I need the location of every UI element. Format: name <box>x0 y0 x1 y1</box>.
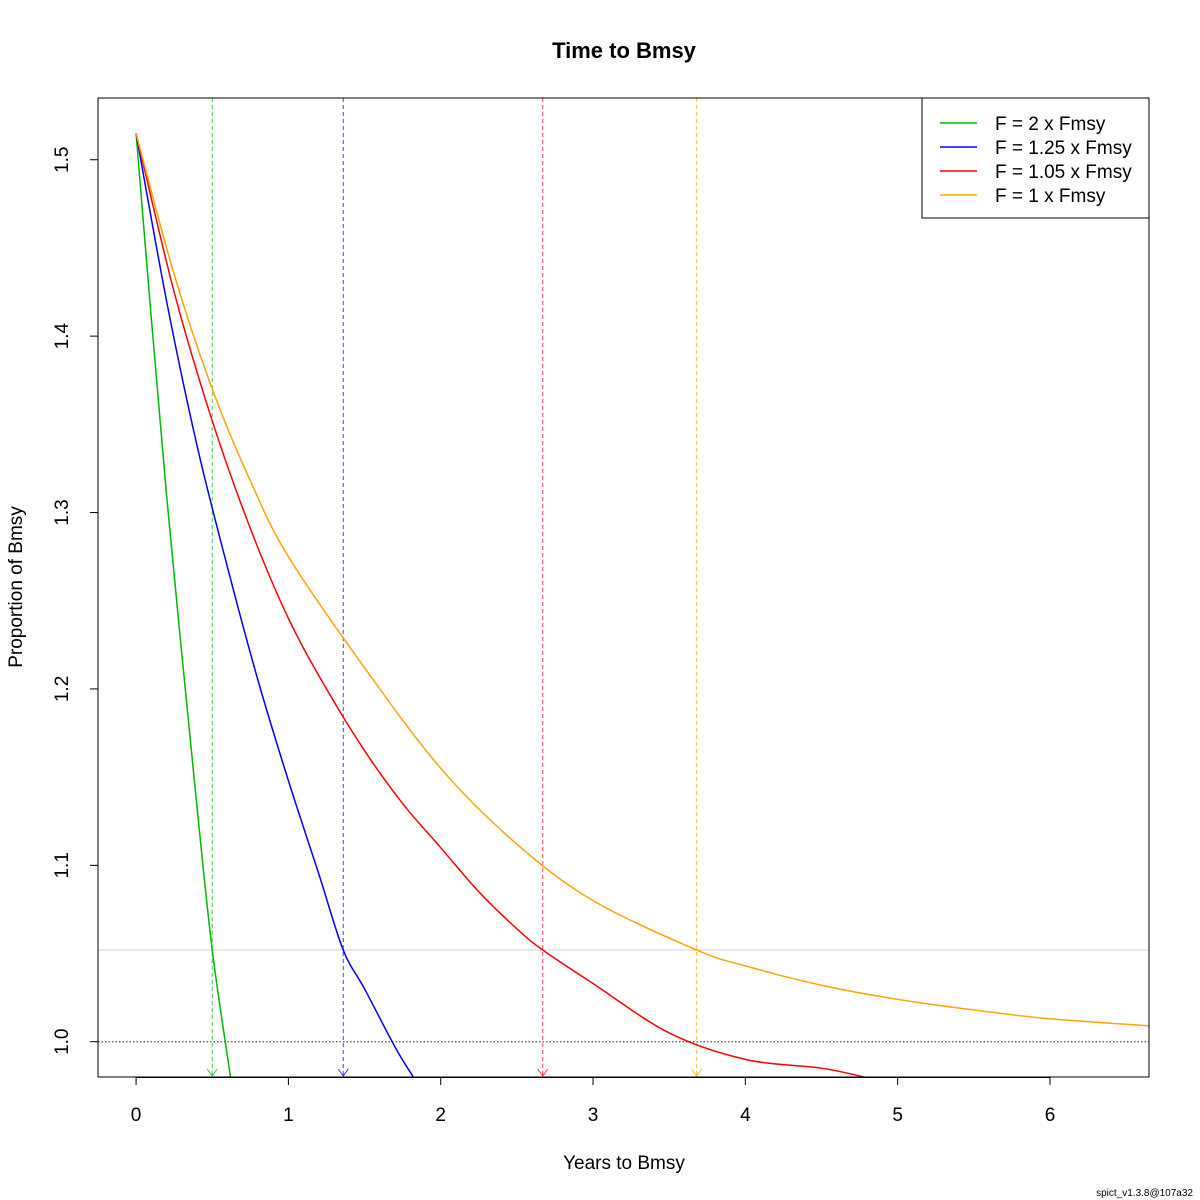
series-line-4 <box>135 133 1149 1027</box>
y-tick-label: 1.3 <box>52 499 73 525</box>
legend-box <box>921 97 1150 219</box>
time-marker-arrow-1 <box>206 1068 218 1077</box>
footer-version-text: spict_v1.3.8@107a32 <box>1096 1188 1193 1199</box>
y-tick-label: 1.2 <box>52 676 73 702</box>
legend-label-1: F = 2 x Fmsy <box>995 114 1106 135</box>
x-tick-label: 4 <box>740 1105 751 1126</box>
x-tick-label: 0 <box>131 1105 142 1126</box>
y-axis: 1.0 1.1 1.2 1.3 1.4 1.5 <box>52 147 98 1055</box>
x-axis: 0 1 2 3 4 5 6 <box>131 1077 1055 1126</box>
y-tick-label: 1.4 <box>52 323 73 350</box>
legend-label-2: F = 1.25 x Fmsy <box>995 138 1132 159</box>
plot-marks <box>98 98 1149 1077</box>
y-tick-label: 1.0 <box>52 1029 73 1055</box>
y-tick-label: 1.1 <box>52 852 73 878</box>
x-axis-label: Years to Bmsy <box>563 1153 685 1174</box>
plot-frame <box>97 97 1150 1078</box>
legend: F = 2 x Fmsy F = 1.25 x Fmsy F = 1.05 x Fm… <box>921 97 1150 219</box>
legend-label-3: F = 1.05 x Fmsy <box>995 162 1132 183</box>
series-line-3 <box>135 133 865 1077</box>
x-tick-label: 2 <box>435 1105 446 1126</box>
x-tick-label: 6 <box>1045 1105 1056 1126</box>
x-tick-label: 5 <box>892 1105 903 1126</box>
time-marker-arrow-3 <box>537 1068 549 1077</box>
time-marker-arrow-2 <box>337 1068 349 1077</box>
chart-title: Time to Bmsy <box>552 38 697 63</box>
legend-label-4: F = 1 x Fmsy <box>995 186 1106 207</box>
x-tick-label: 3 <box>588 1105 599 1126</box>
y-axis-label: Proportion of Bmsy <box>6 506 27 668</box>
series-line-1 <box>135 133 232 1077</box>
time-marker-arrow-4 <box>691 1068 703 1077</box>
x-tick-label: 1 <box>283 1105 294 1126</box>
y-tick-label: 1.5 <box>52 147 73 173</box>
series-line-2 <box>135 133 414 1077</box>
